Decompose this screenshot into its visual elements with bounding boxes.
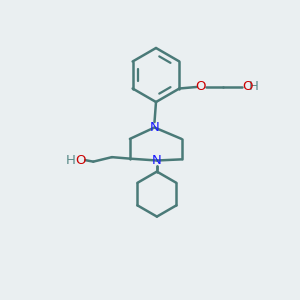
Text: O: O [196, 80, 206, 94]
Text: N: N [150, 121, 159, 134]
Text: O: O [76, 154, 86, 166]
Text: O: O [242, 80, 253, 94]
Text: H: H [65, 154, 75, 166]
Text: N: N [152, 154, 162, 167]
Text: H: H [248, 80, 258, 93]
